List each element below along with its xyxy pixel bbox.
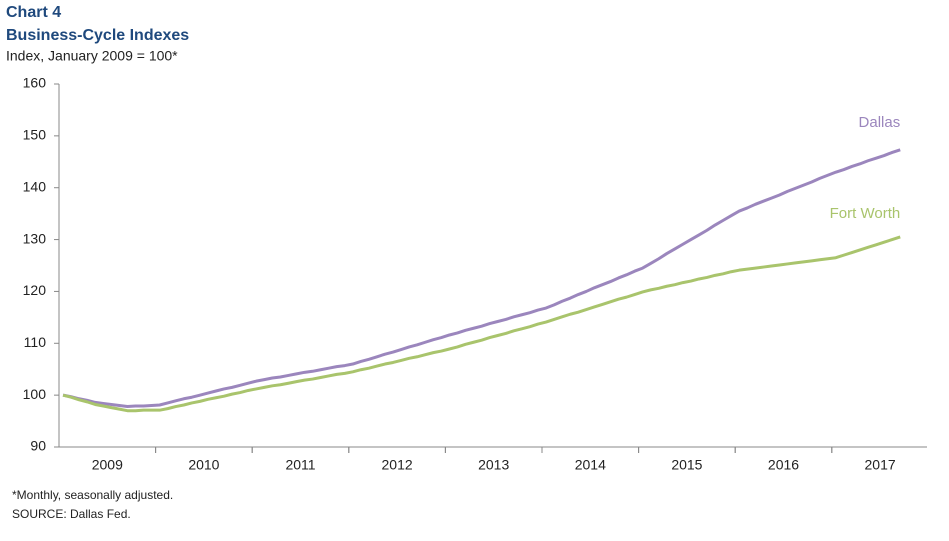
chart-title: Chart 4 [6, 4, 61, 21]
x-tick-label: 2016 [768, 457, 799, 473]
x-tick-label: 2015 [671, 457, 702, 473]
y-tick-label: 110 [24, 334, 47, 350]
x-tick-label: 2011 [285, 457, 315, 473]
series-label: Fort Worth [830, 205, 901, 222]
series-label: Dallas [859, 114, 901, 131]
y-tick-label: 150 [23, 127, 47, 143]
y-tick-label: 90 [30, 438, 46, 454]
y-tick-label: 120 [23, 282, 47, 298]
x-tick-label: 2013 [478, 457, 509, 473]
x-tick-label: 2012 [382, 457, 413, 473]
series-line [62, 148, 901, 409]
y-tick-label: 140 [23, 178, 47, 194]
y-axis-label: Index, January 2009 = 100* [6, 48, 178, 64]
chart-subtitle: Business-Cycle Indexes [6, 27, 189, 44]
y-tick-label: 100 [23, 386, 47, 402]
y-tick-label: 160 [23, 75, 47, 91]
x-tick-label: 2010 [188, 457, 219, 473]
x-tick-label: 2009 [92, 457, 123, 473]
x-tick-label: 2014 [575, 457, 606, 473]
source-note: SOURCE: Dallas Fed. [12, 507, 131, 521]
series-line [62, 235, 901, 413]
footnote: *Monthly, seasonally adjusted. [12, 488, 173, 502]
y-tick-label: 130 [23, 230, 47, 246]
x-tick-label: 2017 [865, 457, 896, 473]
